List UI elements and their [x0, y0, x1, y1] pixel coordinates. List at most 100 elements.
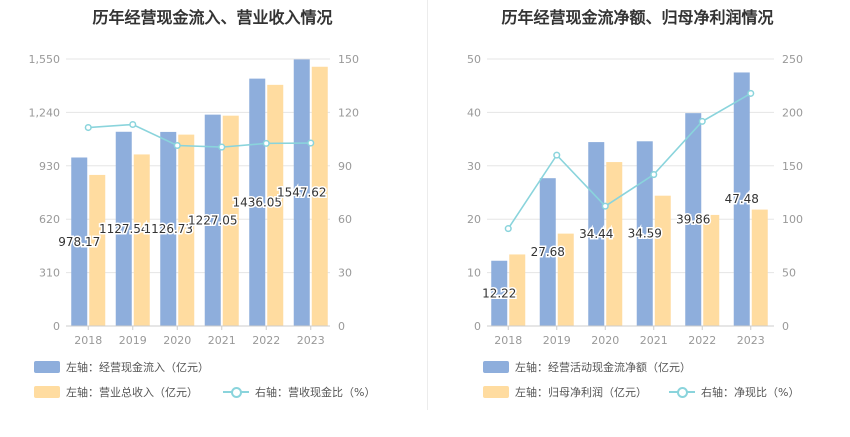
- data-label-2023: 47.48: [725, 192, 759, 206]
- bar-2018-second-series: [89, 174, 106, 326]
- right-axis-tick-label: 0: [782, 320, 789, 333]
- bar-2018-left-series: [71, 157, 88, 326]
- ratio-point-2020: [601, 202, 609, 210]
- left-axis-tick-label: 40: [467, 106, 481, 119]
- left-axis-tick-label: 20: [467, 213, 481, 226]
- legend-label: 左轴：归母净利润（亿元）: [515, 386, 647, 399]
- x-axis-tick-label: 2022: [688, 334, 716, 347]
- x-axis-tick-label: 2018: [74, 334, 102, 347]
- bar-2023-left-series: [293, 59, 310, 326]
- legend-item-net-profit[interactable]: 左轴：归母净利润（亿元）: [483, 384, 647, 400]
- ratio-point-2022: [698, 117, 706, 125]
- legend-swatch-orange: [483, 386, 509, 398]
- right-axis-tick-label: 30: [338, 267, 352, 280]
- x-axis-tick-label: 2023: [297, 334, 325, 347]
- x-axis-tick-label: 2023: [737, 334, 765, 347]
- left-axis-tick-label: 0: [53, 320, 60, 333]
- ratio-point-2023: [307, 139, 315, 147]
- ratio-point-2020: [173, 141, 181, 150]
- left-axis-tick-label: 620: [39, 213, 60, 226]
- legend-item-net-operating-cash[interactable]: 左轴：经营活动现金流净额（亿元）: [483, 359, 691, 375]
- legend-swatch-blue: [34, 361, 60, 373]
- ratio-point-2019: [553, 151, 561, 159]
- data-label-2019: 27.68: [531, 245, 565, 259]
- x-axis-tick-label: 2021: [208, 334, 236, 347]
- left-axis-tick-label: 30: [467, 160, 481, 173]
- data-label-2020: 1126.73: [143, 222, 193, 236]
- legend-item-net-cash-ratio[interactable]: 右轴：净现比（%）: [669, 384, 799, 400]
- ratio-point-2018: [84, 123, 92, 132]
- bar-2020-left-series: [160, 131, 177, 326]
- right-axis-tick-label: 150: [782, 160, 803, 173]
- left-axis-tick-label: 1,550: [29, 53, 61, 66]
- chart-title-net-cash: 历年经营现金流净额、归母净利润情况: [501, 8, 774, 27]
- bar-2019-left-series: [115, 131, 132, 326]
- bar-2022-left-series: [685, 113, 702, 326]
- bar-2019-second-series: [133, 154, 150, 326]
- bar-2023-second-series: [751, 209, 768, 326]
- data-label-2021: 1227.05: [188, 213, 238, 227]
- bar-2022-second-series: [703, 214, 720, 326]
- right-axis-tick-label: 50: [782, 267, 796, 280]
- x-axis-tick-label: 2020: [591, 334, 619, 347]
- chart-title-cash-inflow: 历年经营现金流入、营业收入情况: [92, 8, 333, 27]
- chart-net-cash-profit: 0 0 10 50 20 100 30 150 40 200 50 250 2018 2019 2020 20…: [467, 53, 803, 347]
- x-axis-tick-label: 2021: [640, 334, 668, 347]
- legend-label: 左轴：经营现金流入（亿元）: [66, 361, 209, 374]
- right-axis-tick-label: 150: [338, 53, 359, 66]
- bar-2021-second-series: [654, 195, 671, 326]
- ratio-point-2021: [650, 171, 658, 179]
- legend-swatch-orange: [34, 386, 60, 398]
- bar-2022-left-series: [249, 78, 266, 326]
- legend-swatch-blue: [483, 361, 509, 373]
- ratio-line: [88, 123, 311, 148]
- left-axis-tick-label: 10: [467, 267, 481, 280]
- ratio-point-2022: [262, 139, 270, 147]
- bar-2020-second-series: [606, 162, 623, 326]
- ratio-point-2019: [129, 120, 137, 129]
- legend-label: 右轴：营收现金比（%）: [255, 386, 376, 399]
- x-axis-tick-label: 2020: [163, 334, 191, 347]
- right-axis-tick-label: 60: [338, 213, 352, 226]
- bar-2023-second-series: [311, 66, 328, 326]
- legend-label: 左轴：营业总收入（亿元）: [66, 386, 198, 399]
- bar-2021-second-series: [222, 115, 239, 326]
- bar-2021-left-series: [204, 114, 221, 327]
- left-axis-tick-label: 310: [39, 267, 60, 280]
- panel-divider: [427, 0, 428, 410]
- bar-2023-left-series: [733, 72, 750, 326]
- data-label-2018: 12.22: [482, 286, 516, 300]
- ratio-point-2018: [504, 225, 512, 233]
- left-axis-tick-label: 0: [474, 320, 481, 333]
- bar-2019-second-series: [557, 233, 574, 326]
- legend-label: 左轴：经营活动现金流净额（亿元）: [515, 361, 691, 374]
- right-axis-tick-label: 120: [338, 106, 359, 119]
- right-axis-tick-label: 100: [782, 213, 803, 226]
- right-axis-tick-label: 200: [782, 106, 803, 119]
- bar-2018-second-series: [509, 254, 526, 326]
- legend-item-cash-inflow[interactable]: 左轴：经营现金流入（亿元）: [34, 359, 209, 375]
- legend-item-revenue-cash-ratio[interactable]: 右轴：营收现金比（%）: [223, 384, 375, 400]
- data-label-2020: 34.44: [579, 227, 613, 241]
- bar-2022-second-series: [267, 84, 284, 326]
- data-label-2023: 1547.62: [277, 186, 327, 200]
- legend-item-revenue[interactable]: 左轴：营业总收入（亿元）: [34, 384, 198, 400]
- bar-2018-left-series: [491, 260, 508, 326]
- legend-label: 右轴：净现比（%）: [701, 386, 800, 399]
- ratio-point-2023: [747, 89, 755, 97]
- left-axis-tick-label: 50: [467, 53, 481, 66]
- data-label-2022: 39.86: [676, 213, 710, 227]
- right-axis-tick-label: 0: [338, 320, 345, 333]
- bar-2020-second-series: [178, 134, 195, 326]
- right-axis-tick-label: 250: [782, 53, 803, 66]
- legend-line-marker-icon: [669, 386, 695, 398]
- bar-2021-left-series: [636, 141, 653, 326]
- data-label-2022: 1436.05: [232, 195, 282, 209]
- bar-2019-left-series: [539, 178, 556, 326]
- left-axis-tick-label: 1,240: [29, 106, 61, 119]
- left-axis-tick-label: 930: [39, 160, 60, 173]
- ratio-line: [507, 92, 752, 230]
- x-axis-tick-label: 2019: [119, 334, 147, 347]
- x-axis-tick-label: 2022: [252, 334, 280, 347]
